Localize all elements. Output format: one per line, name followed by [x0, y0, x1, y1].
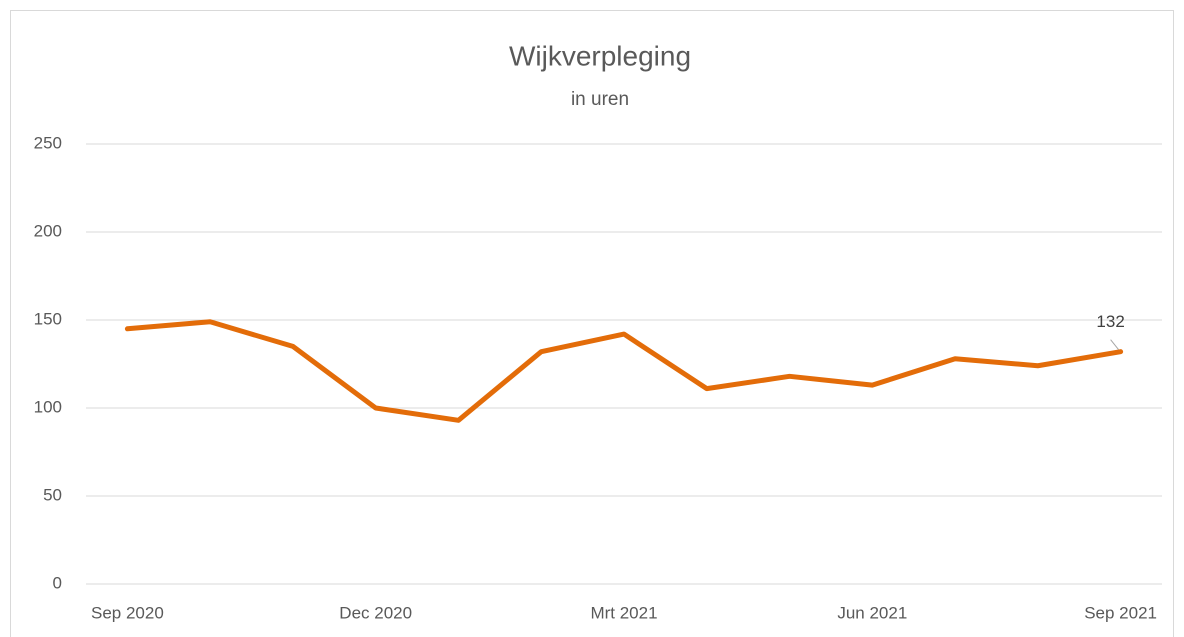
- label-leader: [1110, 339, 1120, 350]
- y-tick-label: 50: [43, 485, 62, 504]
- y-tick-label: 200: [34, 221, 62, 240]
- chart-title: Wijkverpleging: [509, 40, 691, 71]
- y-tick-label: 100: [34, 397, 62, 416]
- x-tick-label: Sep 2021: [1084, 603, 1157, 622]
- x-tick-label: Sep 2020: [91, 603, 164, 622]
- x-tick-label: Mrt 2021: [590, 603, 657, 622]
- x-tick-label: Dec 2020: [339, 603, 412, 622]
- data-label: 132: [1096, 312, 1124, 331]
- y-tick-label: 150: [34, 309, 62, 328]
- y-tick-label: 250: [34, 133, 62, 152]
- chart-subtitle: in uren: [571, 89, 629, 110]
- line: [124, 319, 1124, 423]
- y-tick-label: 0: [53, 573, 62, 592]
- x-tick-label: Jun 2021: [837, 603, 907, 622]
